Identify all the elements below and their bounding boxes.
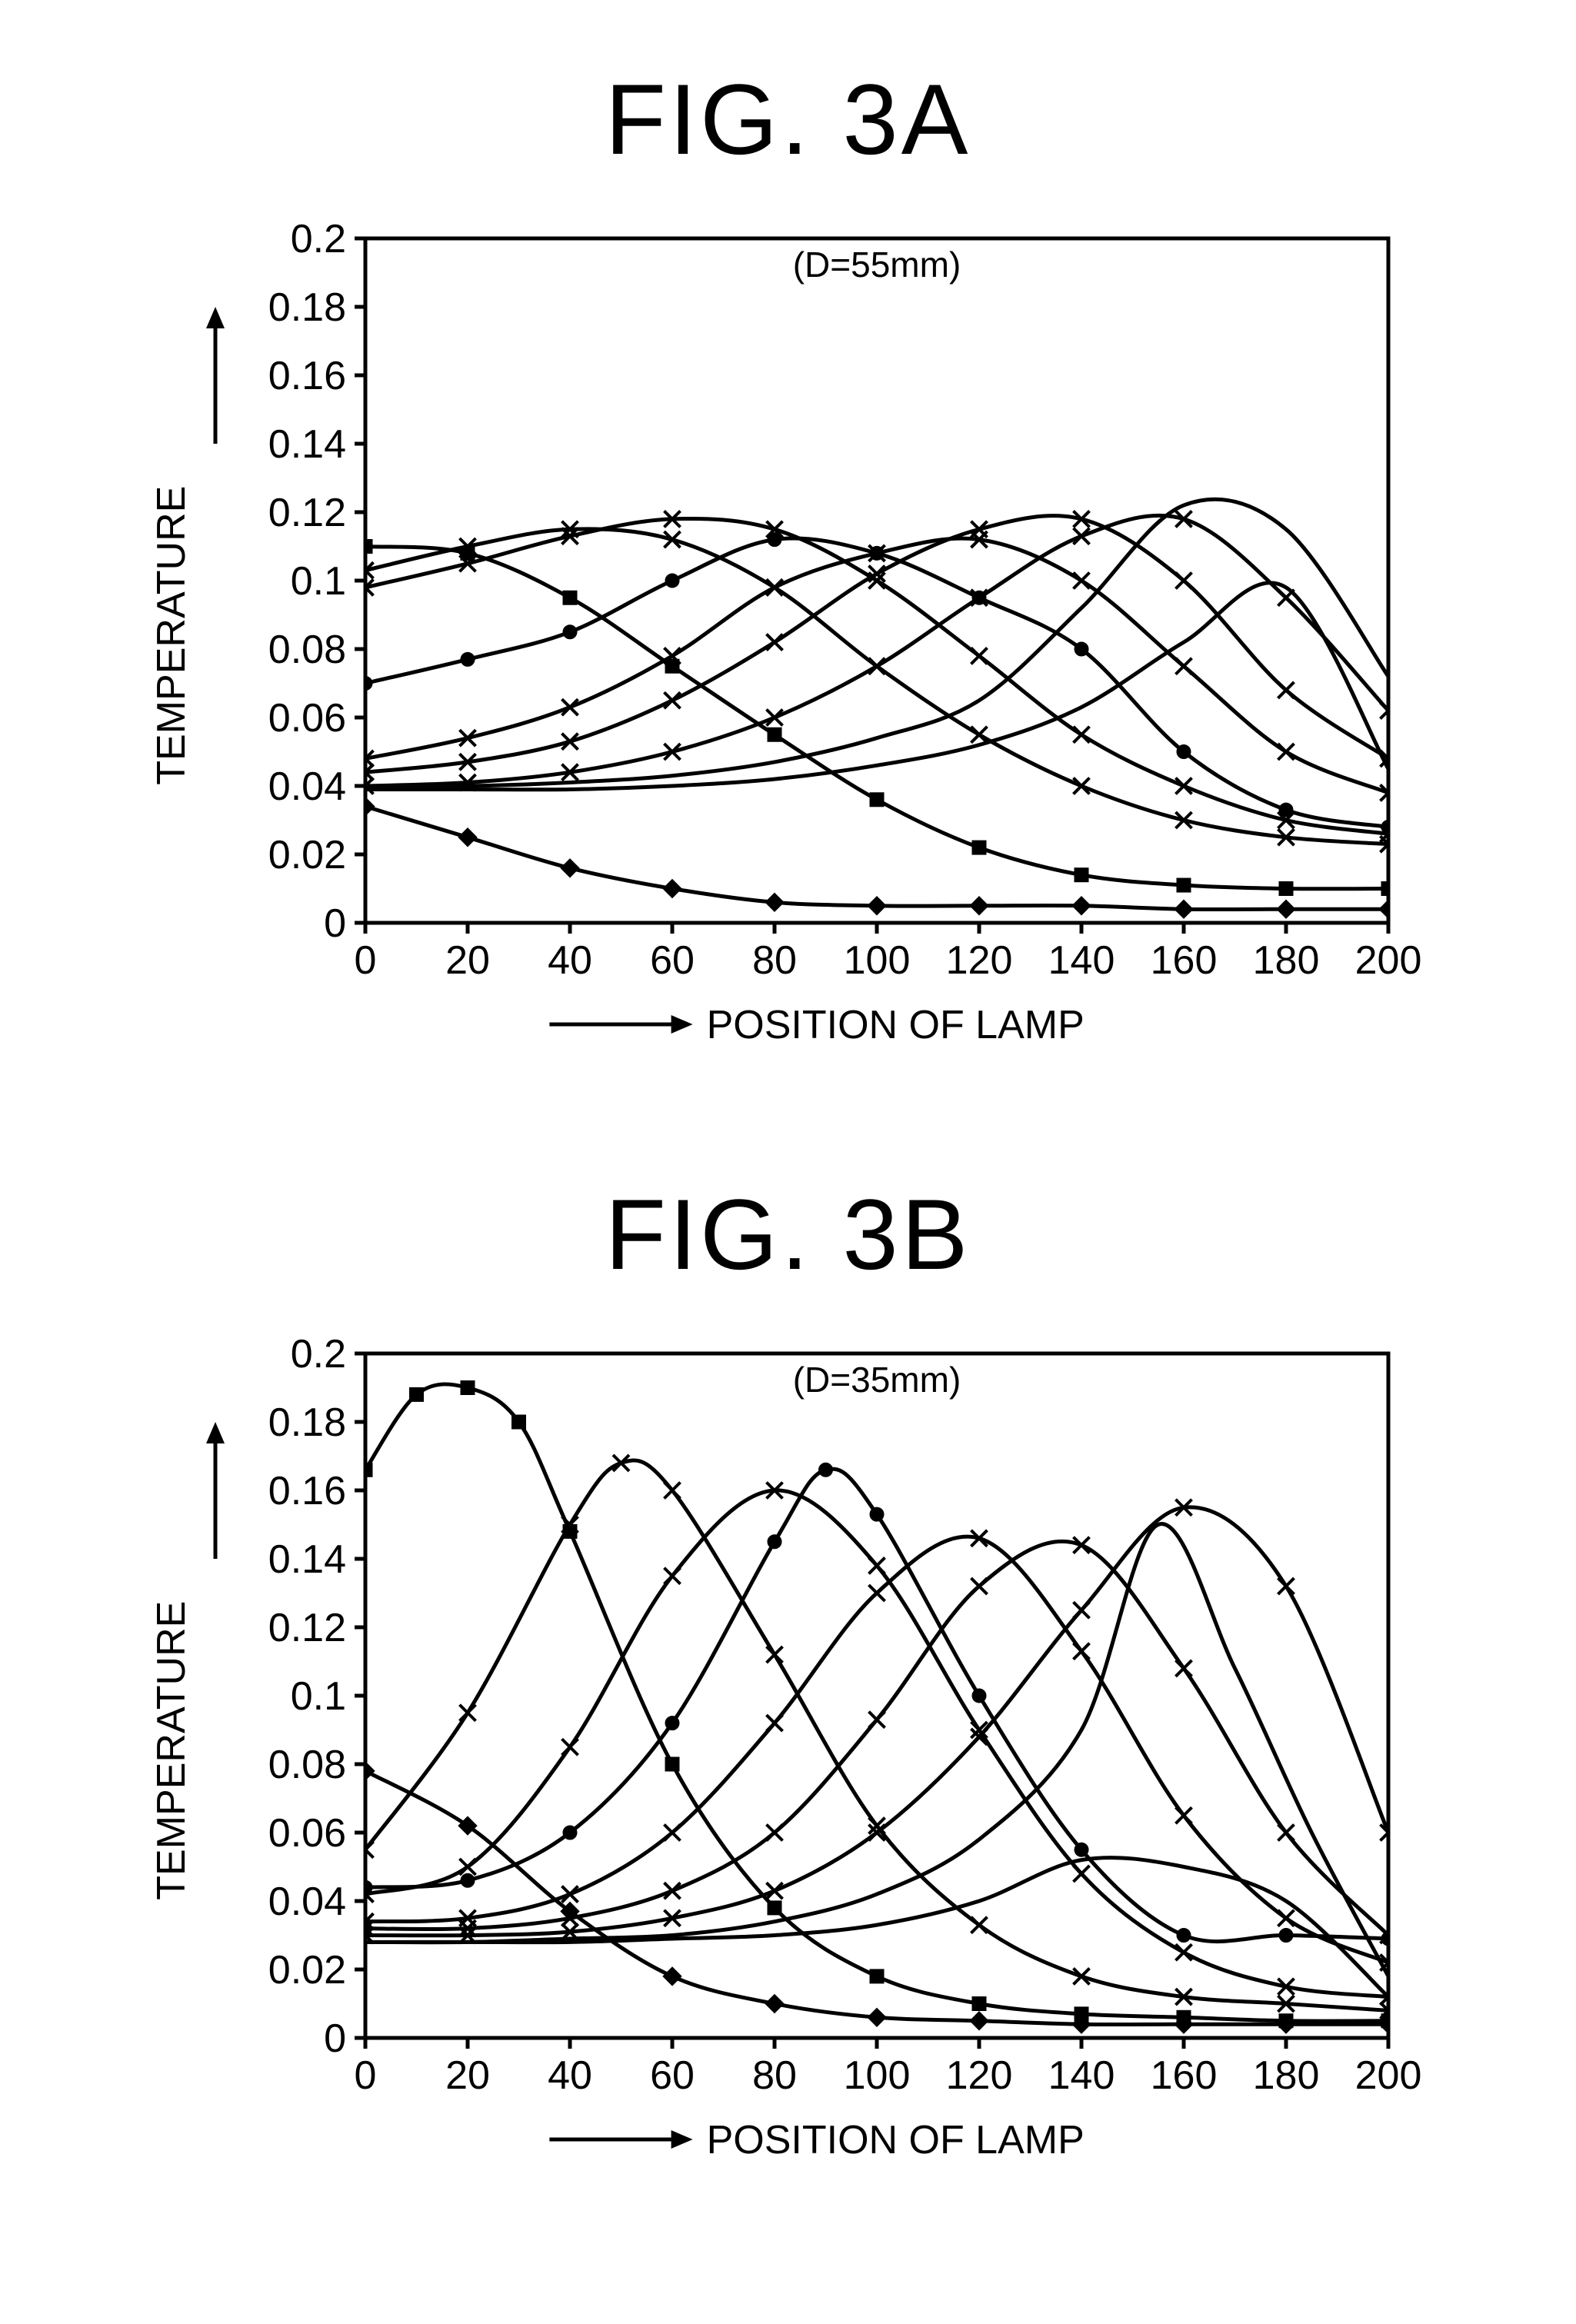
svg-text:0.14: 0.14	[268, 422, 345, 467]
svg-text:60: 60	[650, 2053, 695, 2098]
svg-text:100: 100	[843, 938, 910, 983]
svg-text:0.04: 0.04	[268, 1880, 345, 1924]
svg-text:40: 40	[548, 2053, 592, 2098]
svg-text:0.06: 0.06	[268, 1811, 345, 1856]
svg-text:80: 80	[752, 938, 797, 983]
svg-text:(D=35mm): (D=35mm)	[792, 1360, 961, 1400]
svg-text:180: 180	[1252, 938, 1319, 983]
svg-text:0.1: 0.1	[290, 559, 345, 604]
svg-text:0.04: 0.04	[268, 764, 345, 809]
svg-text:0: 0	[324, 901, 346, 946]
svg-text:0.2: 0.2	[290, 1332, 345, 1377]
svg-text:200: 200	[1354, 2053, 1421, 2098]
svg-text:180: 180	[1252, 2053, 1319, 2098]
svg-text:200: 200	[1354, 938, 1421, 983]
svg-text:0: 0	[354, 2053, 376, 2098]
figure-3b-chart: 0 0.02 0.04 0.06 0.08 0.1 0.12 0.14 0.16 0.18 0.2 0…	[142, 1323, 1434, 2184]
svg-text:0.02: 0.02	[268, 1948, 345, 1993]
svg-text:0.16: 0.16	[268, 1469, 345, 1513]
svg-text:0.08: 0.08	[268, 628, 345, 672]
svg-text:0.2: 0.2	[290, 217, 345, 261]
svg-text:140: 140	[1048, 938, 1115, 983]
svg-text:0.1: 0.1	[290, 1674, 345, 1719]
svg-text:0.02: 0.02	[268, 833, 345, 877]
svg-text:60: 60	[650, 938, 695, 983]
svg-text:TEMPERATURE: TEMPERATURE	[149, 1601, 194, 1900]
svg-text:POSITION OF LAMP: POSITION OF LAMP	[706, 2118, 1084, 2163]
svg-text:20: 20	[445, 938, 490, 983]
figure-3a-title: FIG. 3A	[605, 62, 971, 177]
svg-text:140: 140	[1048, 2053, 1115, 2098]
figure-gap	[0, 1069, 1576, 1161]
svg-text:120: 120	[945, 2053, 1012, 2098]
svg-text:0: 0	[354, 938, 376, 983]
svg-text:0: 0	[324, 2016, 346, 2061]
figure-3b-title: FIG. 3B	[605, 1177, 971, 1292]
page: FIG. 3A 00.020.040.060.080.10.120.140.16…	[0, 0, 1576, 2246]
svg-text:160: 160	[1150, 938, 1217, 983]
svg-text:0.06: 0.06	[268, 696, 345, 741]
svg-text:0.12: 0.12	[268, 491, 345, 535]
svg-text:(D=55mm): (D=55mm)	[792, 245, 961, 285]
svg-text:TEMPERATURE: TEMPERATURE	[149, 486, 194, 785]
svg-text:0.16: 0.16	[268, 354, 345, 398]
svg-text:40: 40	[548, 938, 592, 983]
figure-3a-chart: 0 0.02 0.04 0.06 0.08 0.1 0.12 0.14 0.16 0.18 0.2 0…	[142, 208, 1434, 1069]
svg-text:0.08: 0.08	[268, 1743, 345, 1787]
svg-text:80: 80	[752, 2053, 797, 2098]
figure-3b-block: FIG. 3B 0 0.02 0.04 0.06 0.08 0.1 0.12 0.14 0.16…	[0, 1161, 1576, 2184]
svg-text:20: 20	[445, 2053, 490, 2098]
svg-text:0.18: 0.18	[268, 285, 345, 330]
svg-text:POSITION OF LAMP: POSITION OF LAMP	[706, 1003, 1084, 1047]
svg-text:100: 100	[843, 2053, 910, 2098]
svg-text:0.14: 0.14	[268, 1537, 345, 1582]
svg-text:120: 120	[945, 938, 1012, 983]
svg-text:0.18: 0.18	[268, 1400, 345, 1445]
svg-text:0.12: 0.12	[268, 1606, 345, 1650]
figure-3a-block: FIG. 3A 0 0.02 0.04 0.06 0.08 0.1 0.12 0.14 0.16…	[0, 46, 1576, 1069]
svg-text:160: 160	[1150, 2053, 1217, 2098]
